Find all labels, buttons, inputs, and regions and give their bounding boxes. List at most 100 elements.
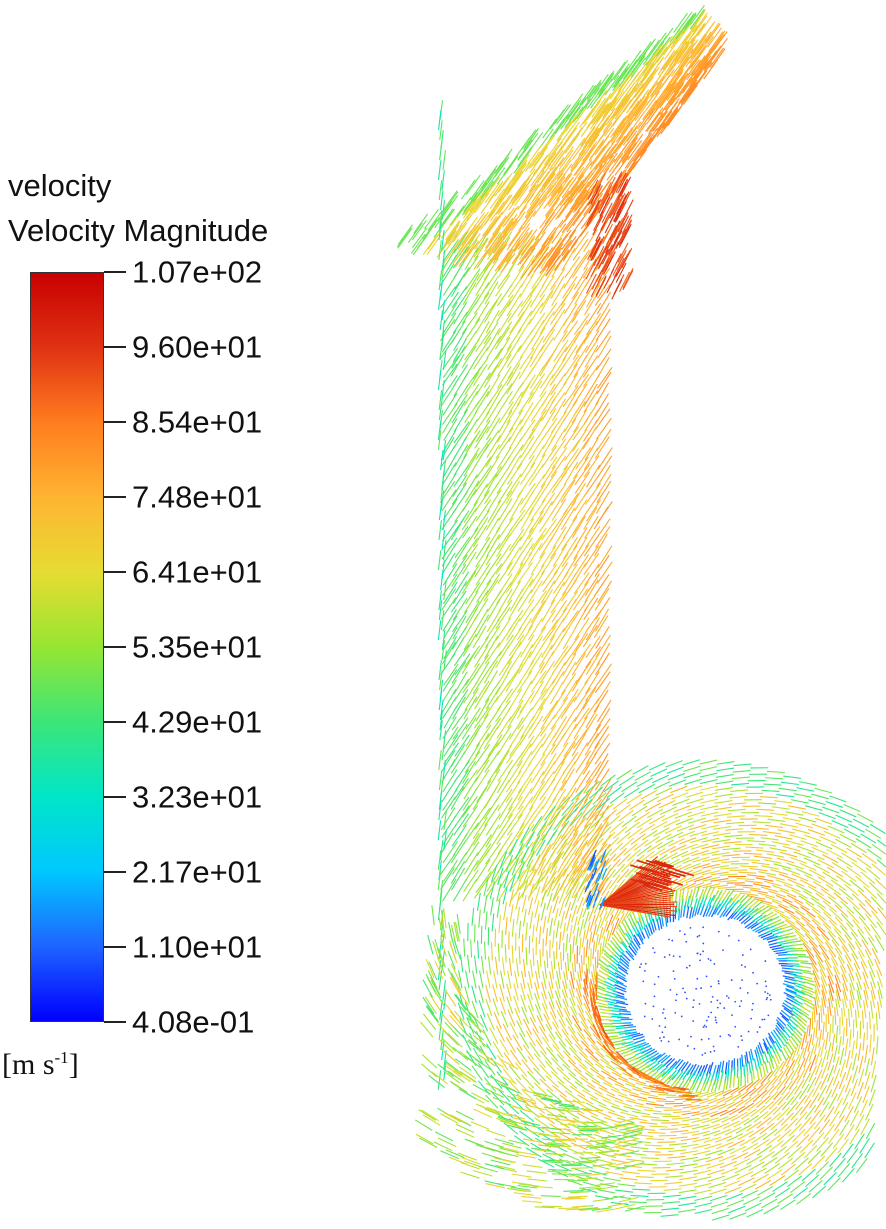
- velocity-arrow: [562, 385, 579, 408]
- velocity-arrow: [704, 1143, 722, 1150]
- velocity-arrow: [708, 1181, 727, 1189]
- velocity-arrow: [854, 1009, 858, 1028]
- velocity-arrow: [671, 850, 689, 860]
- velocity-arrow: [637, 90, 652, 112]
- velocity-arrow: [762, 911, 774, 919]
- velocity-arrow: [574, 191, 590, 212]
- velocity-arrow: [590, 109, 605, 130]
- velocity-arrow: [443, 273, 458, 296]
- velocity-arrow: [784, 919, 801, 931]
- velocity-arrow: [499, 1105, 514, 1119]
- velocity-arrow: [800, 879, 817, 889]
- velocity-arrow: [574, 793, 589, 808]
- velocity-arrow: [550, 373, 566, 396]
- velocity-arrow: [617, 963, 628, 972]
- velocity-arrow: [651, 1119, 670, 1122]
- velocity-arrow: [451, 661, 467, 684]
- velocity-arrow: [657, 110, 673, 132]
- velocity-arrow: [517, 310, 533, 334]
- velocity-arrow: [571, 1015, 583, 1032]
- velocity-arrow: [509, 588, 524, 612]
- velocity-arrow: [507, 705, 522, 729]
- velocity-arrow: [586, 894, 592, 907]
- velocity-arrow: [564, 889, 573, 908]
- velocity-arrow: [798, 895, 815, 906]
- velocity-arrow: [596, 366, 613, 389]
- velocity-arrow: [756, 849, 775, 853]
- velocity-arrow: [508, 409, 524, 433]
- velocity-arrow: [641, 1047, 653, 1054]
- velocity-arrow: [603, 1029, 616, 1032]
- velocity-arrow: [564, 256, 581, 278]
- velocity-arrow: [486, 1056, 504, 1068]
- velocity-arrow: [563, 448, 580, 471]
- velocity-arrow: [465, 233, 481, 254]
- velocity-arrow: [753, 1058, 758, 1071]
- velocity-arrow: [705, 897, 712, 909]
- velocity-arrow: [811, 793, 829, 800]
- velocity-arrow: [527, 883, 535, 901]
- velocity-arrow: [583, 455, 600, 478]
- velocity-arrow: [677, 39, 693, 60]
- velocity-arrow: [487, 234, 503, 255]
- velocity-arrow: [682, 1094, 699, 1097]
- velocity-arrow: [468, 1039, 485, 1053]
- velocity-arrow: [631, 805, 648, 817]
- velocity-arrow: [452, 222, 468, 243]
- velocity-arrow: [844, 1124, 855, 1141]
- velocity-arrow: [583, 1029, 596, 1044]
- velocity-arrow: [844, 1105, 854, 1123]
- impeller-point: [702, 1026, 705, 1029]
- velocity-arrow: [463, 822, 479, 845]
- velocity-arrow: [443, 417, 458, 441]
- velocity-arrow: [562, 516, 578, 539]
- velocity-arrow: [495, 700, 511, 723]
- velocity-arrow: [775, 894, 793, 903]
- velocity-arrow: [442, 347, 459, 370]
- velocity-arrow: [619, 1125, 640, 1131]
- velocity-arrow: [671, 792, 689, 800]
- velocity-arrow: [805, 1174, 820, 1188]
- velocity-arrow: [445, 1149, 465, 1159]
- velocity-arrow: [819, 1101, 830, 1118]
- velocity-arrow: [539, 290, 554, 315]
- impeller-point: [766, 996, 769, 999]
- velocity-arrow: [568, 217, 584, 238]
- velocity-arrow: [800, 1139, 814, 1154]
- velocity-arrow: [463, 851, 479, 875]
- velocity-arrow: [756, 1116, 772, 1129]
- velocity-arrow: [610, 1060, 627, 1071]
- velocity-arrow: [487, 247, 503, 268]
- velocity-arrow: [627, 1056, 640, 1063]
- velocity-arrow: [573, 544, 590, 567]
- velocity-arrow: [444, 242, 460, 263]
- velocity-arrow: [496, 1081, 516, 1092]
- velocity-arrow: [630, 95, 646, 116]
- velocity-arrow: [593, 236, 605, 257]
- velocity-arrow: [693, 1176, 712, 1182]
- velocity-arrow: [595, 652, 610, 676]
- velocity-arrow: [595, 330, 611, 353]
- velocity-arrow: [572, 1161, 593, 1164]
- velocity-arrow: [681, 1130, 700, 1135]
- velocity-arrow: [442, 669, 458, 692]
- velocity-arrow: [678, 1095, 695, 1098]
- velocity-arrow: [507, 275, 524, 298]
- velocity-arrow: [610, 940, 619, 951]
- impeller-point: [702, 926, 705, 929]
- velocity-arrow: [466, 198, 482, 219]
- velocity-arrow: [595, 318, 611, 341]
- velocity-arrow: [620, 1111, 638, 1118]
- velocity-arrow: [565, 933, 569, 952]
- velocity-arrow: [494, 327, 510, 350]
- velocity-arrow: [574, 148, 589, 169]
- velocity-arrow: [439, 337, 456, 360]
- velocity-arrow: [602, 97, 618, 118]
- velocity-arrow: [529, 284, 545, 308]
- velocity-arrow: [636, 132, 651, 153]
- velocity-arrow: [529, 273, 546, 297]
- velocity-arrow: [570, 788, 585, 802]
- velocity-arrow: [528, 463, 544, 487]
- velocity-arrow: [825, 941, 837, 958]
